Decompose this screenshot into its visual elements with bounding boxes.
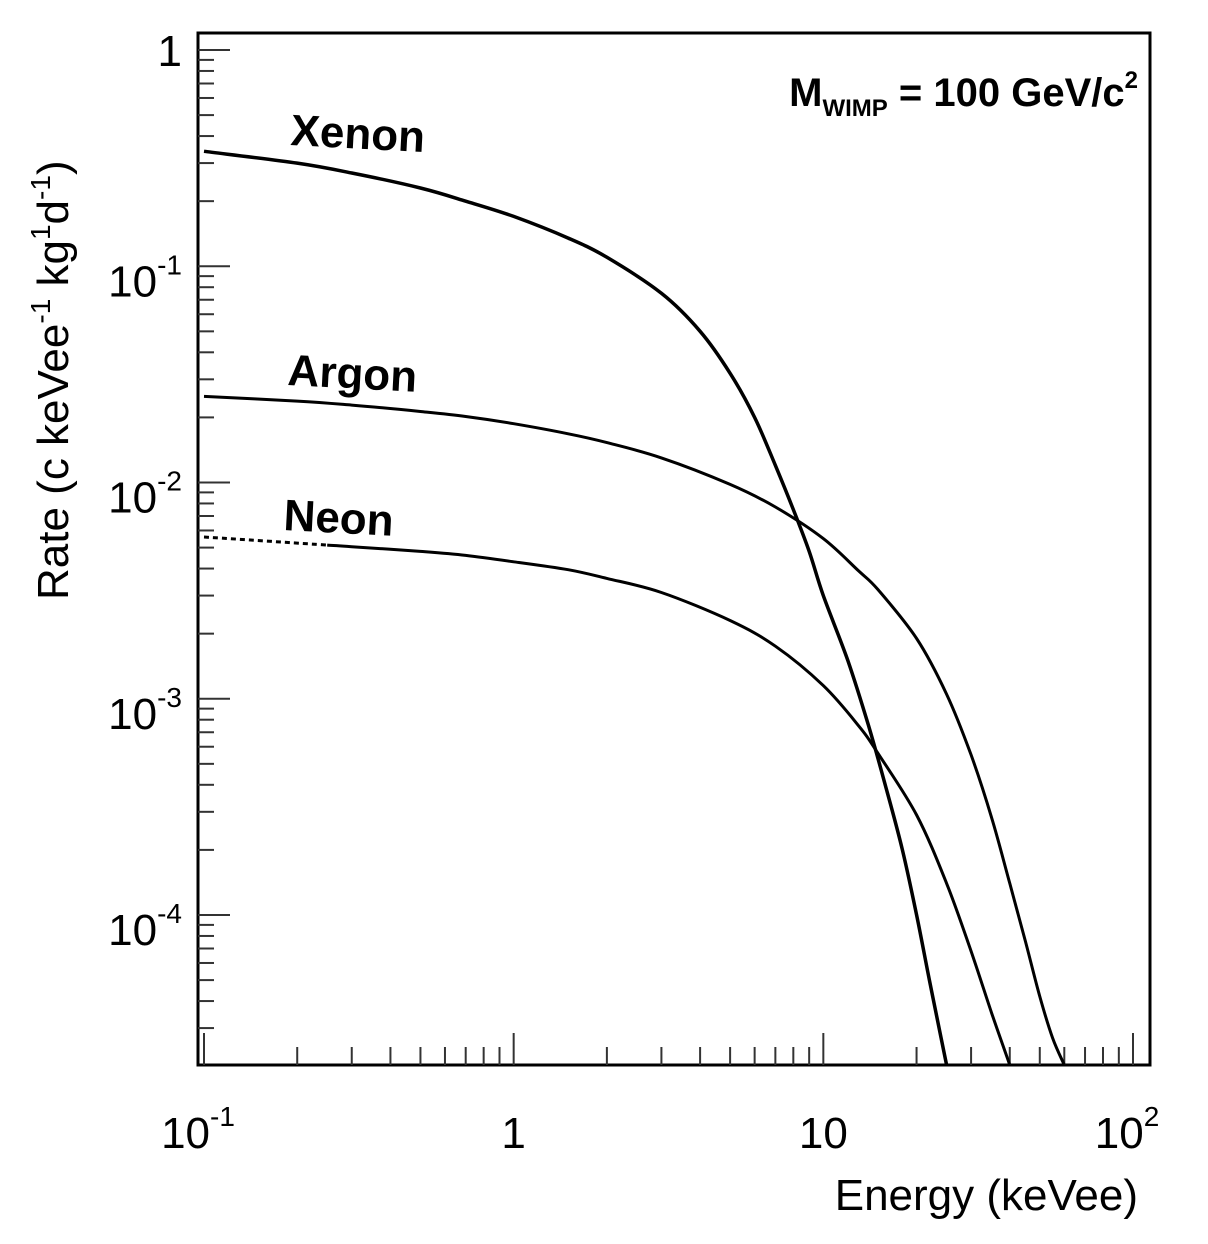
series-line-xenon [203, 149, 949, 1066]
series-label-neon: Neon [282, 491, 394, 546]
series-line-argon [203, 394, 1066, 1066]
y-axis-tick-labels: 1 10-1 10-2 10-3 10-4 [108, 27, 182, 955]
y-tick-label: 10-3 [108, 682, 182, 739]
x-axis-tick-labels: 10-1 1 10 102 [161, 1101, 1159, 1158]
x-tick-label: 1 [501, 1109, 525, 1158]
series-line-neon [327, 543, 1012, 1066]
series-line-neon-dashed [203, 535, 328, 547]
series-label-argon: Argon [286, 346, 418, 402]
series-labels: Xenon Argon Neon [282, 106, 426, 546]
x-axis-ticks [203, 1033, 1134, 1065]
x-axis-title: Energy (keVee) [835, 1171, 1138, 1220]
series-label-xenon: Xenon [289, 106, 426, 162]
y-tick-label: 10-4 [108, 898, 182, 955]
y-tick-label: 10-2 [108, 466, 182, 523]
x-tick-label: 102 [1095, 1101, 1160, 1158]
y-axis-title: Rate (c keVee-1 kg1d-1) [25, 160, 78, 600]
y-tick-label: 1 [158, 27, 182, 76]
wimp-mass-annotation: MWIMP = 100 GeV/c2 [789, 67, 1138, 122]
plot-frame-border [196, 31, 1152, 1067]
x-tick-label: 10 [799, 1109, 848, 1158]
x-tick-label: 10-1 [161, 1101, 235, 1158]
series-lines [203, 149, 1066, 1066]
y-axis-ticks [198, 49, 230, 1030]
y-tick-label: 10-1 [108, 249, 182, 306]
plot-frame [196, 31, 1152, 1067]
